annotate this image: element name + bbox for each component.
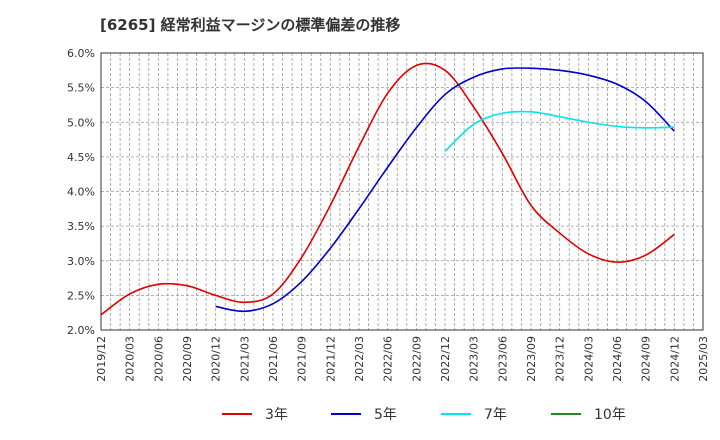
x-tick-label: 2022/12 — [439, 336, 452, 382]
x-tick-label: 2023/06 — [496, 336, 509, 382]
legend-label: 5年 — [374, 407, 397, 423]
y-tick-label: 4.5% — [67, 151, 95, 164]
y-tick-label: 2.0% — [67, 324, 95, 337]
x-tick-label: 2023/09 — [525, 336, 538, 382]
x-tick-label: 2022/06 — [382, 336, 395, 382]
x-tick-label: 2020/12 — [210, 336, 223, 382]
x-tick-label: 2024/09 — [640, 336, 653, 382]
x-tick-label: 2019/12 — [95, 336, 108, 382]
x-tick-label: 2021/12 — [324, 336, 337, 382]
x-tick-label: 2025/03 — [697, 336, 710, 382]
y-tick-label: 5.5% — [67, 82, 95, 95]
x-tick-label: 2020/09 — [181, 336, 194, 382]
y-tick-label: 3.5% — [67, 220, 95, 233]
y-tick-label: 4.0% — [67, 186, 95, 199]
x-tick-label: 2021/09 — [296, 336, 309, 382]
x-tick-label: 2024/03 — [582, 336, 595, 382]
x-tick-label: 2022/09 — [410, 336, 423, 382]
x-tick-label: 2023/03 — [468, 336, 481, 382]
y-tick-label: 6.0% — [67, 47, 95, 60]
x-tick-label: 2021/06 — [267, 336, 280, 382]
x-tick-label: 2021/03 — [238, 336, 251, 382]
legend-label: 10年 — [594, 407, 626, 423]
series-line-5年 — [215, 67, 675, 313]
x-tick-label: 2024/06 — [611, 336, 624, 382]
legend-label: 7年 — [484, 407, 507, 423]
y-tick-label: 3.0% — [67, 255, 95, 268]
chart-title: [6265] 経常利益マージンの標準偏差の推移 — [100, 16, 401, 34]
x-tick-label: 2023/12 — [554, 336, 567, 382]
x-tick-label: 2024/12 — [668, 336, 681, 382]
plot-border — [100, 52, 704, 331]
x-tick-label: 2020/06 — [152, 336, 165, 382]
y-tick-label: 5.0% — [67, 116, 95, 129]
y-tick-label: 2.5% — [67, 289, 95, 302]
x-tick-label: 2020/03 — [124, 336, 137, 382]
legend-label: 3年 — [265, 407, 288, 423]
x-tick-label: 2022/03 — [353, 336, 366, 382]
series-line-3年 — [100, 62, 675, 316]
series-line-7年 — [444, 110, 675, 152]
